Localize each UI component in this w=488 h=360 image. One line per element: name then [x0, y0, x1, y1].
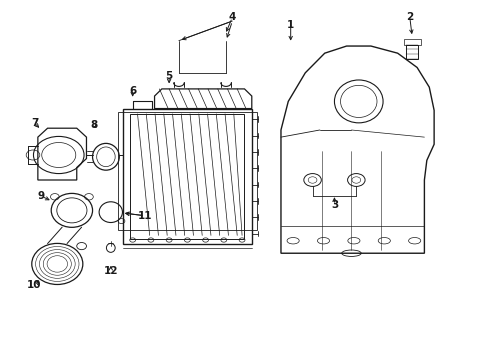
Text: 2: 2	[406, 13, 412, 22]
Bar	[122, 109, 251, 244]
Text: 12: 12	[103, 266, 118, 276]
Bar	[130, 114, 244, 239]
Text: 10: 10	[27, 280, 41, 291]
Text: 6: 6	[129, 86, 136, 96]
Text: 1: 1	[286, 19, 294, 30]
Bar	[406, 45, 417, 59]
Bar	[403, 39, 420, 45]
Text: 8: 8	[90, 120, 97, 130]
Text: 7: 7	[31, 118, 38, 128]
Text: 9: 9	[38, 191, 45, 201]
Text: 5: 5	[165, 71, 172, 81]
Text: 3: 3	[330, 200, 337, 210]
Bar	[118, 112, 256, 230]
Text: 11: 11	[137, 211, 152, 221]
Text: 4: 4	[228, 13, 236, 22]
